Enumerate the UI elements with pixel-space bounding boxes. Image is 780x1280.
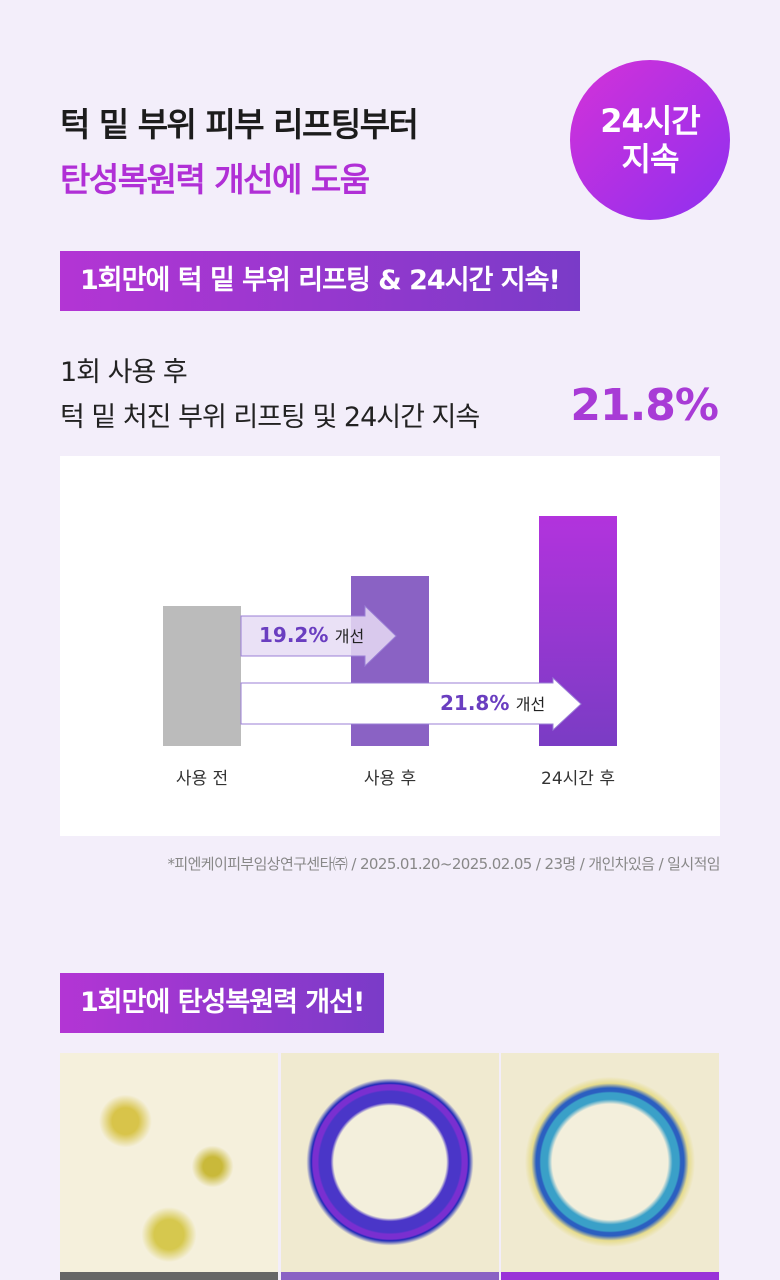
annotation-19-value: 19.2% bbox=[259, 623, 329, 647]
annotation-21-label: 개선 bbox=[515, 695, 546, 714]
arrow-21 bbox=[240, 676, 582, 732]
arrows bbox=[240, 604, 582, 732]
section1-banner: 1회만에 턱 밑 부위 리프팅 & 24시간 지속! bbox=[60, 251, 580, 311]
thermal-image-after bbox=[281, 1053, 499, 1280]
headline-line1: 턱 밑 부위 피부 리프팅부터 bbox=[60, 105, 419, 144]
arrow-19 bbox=[240, 604, 397, 668]
bar-before bbox=[163, 606, 241, 746]
badge-line1: 24시간 bbox=[600, 102, 700, 140]
sub-text-2: 턱 밑 처진 부위 리프팅 및 24시간 지속 bbox=[60, 402, 480, 433]
section2-banner: 1회만에 탄성복원력 개선! bbox=[60, 973, 385, 1033]
headline-line2: 탄성복원력 개선에 도움 bbox=[60, 160, 370, 199]
sub-text-1: 1회 사용 후 bbox=[60, 357, 188, 388]
duration-badge: 24시간 지속 bbox=[570, 60, 730, 220]
highlight-percent: 21.8% bbox=[570, 380, 719, 431]
annotation-19-label: 개선 bbox=[334, 627, 365, 646]
x-label-24h: 24시간 후 bbox=[541, 769, 615, 789]
footnote: *피엔케이피부임상연구센타㈜ / 2025.01.20~2025.02.05 /… bbox=[167, 855, 721, 873]
x-label-after: 사용 후 bbox=[363, 769, 417, 789]
annotation-21: 21.8% 개선 bbox=[440, 691, 545, 715]
x-label-before: 사용 전 bbox=[175, 769, 229, 789]
annotation-21-value: 21.8% bbox=[440, 691, 510, 715]
bar-chart: 19.2% 개선 21.8% 개선 사용 전 사용 후 24시간 후 bbox=[60, 456, 720, 836]
badge-line2: 지속 bbox=[621, 140, 680, 178]
annotation-19: 19.2% 개선 bbox=[259, 623, 364, 647]
thermal-image-24h bbox=[501, 1053, 719, 1280]
thermal-image-before bbox=[60, 1053, 278, 1280]
